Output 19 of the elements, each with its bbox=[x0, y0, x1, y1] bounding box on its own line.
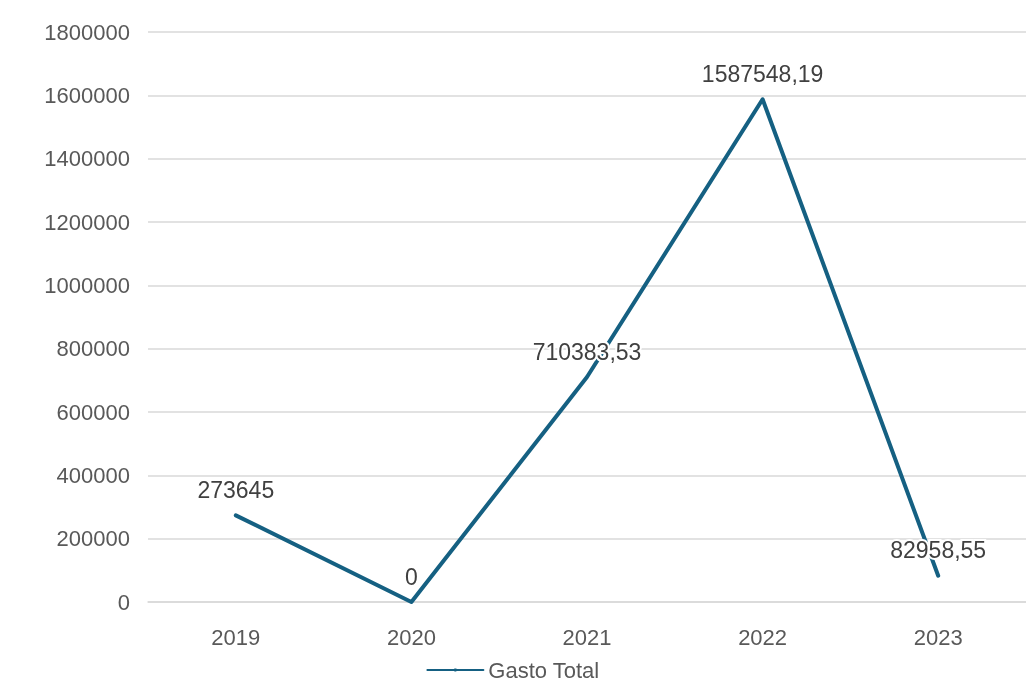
data-label: 0 bbox=[405, 563, 418, 590]
y-tick-label: 0 bbox=[117, 589, 130, 615]
x-tick-label: 2022 bbox=[738, 624, 788, 650]
y-tick-label: 200000 bbox=[56, 526, 130, 552]
y-tick-label: 1000000 bbox=[44, 272, 130, 298]
data-label: 273645 bbox=[197, 476, 275, 503]
x-tick-label: 2021 bbox=[562, 624, 612, 650]
y-tick-label: 1200000 bbox=[44, 209, 130, 235]
x-tick-label: 2020 bbox=[386, 624, 436, 650]
data-label: 1587548,19 bbox=[701, 60, 824, 87]
y-tick-label: 1600000 bbox=[44, 82, 130, 108]
y-tick-label: 1800000 bbox=[44, 19, 130, 45]
x-tick-label: 2023 bbox=[913, 624, 963, 650]
y-tick-label: 600000 bbox=[56, 399, 130, 425]
y-tick-label: 800000 bbox=[56, 336, 130, 362]
y-tick-label: 1400000 bbox=[44, 146, 130, 172]
x-tick-label: 2019 bbox=[211, 624, 261, 650]
legend-label: Gasto Total bbox=[488, 657, 600, 683]
y-tick-label: 400000 bbox=[56, 462, 130, 488]
